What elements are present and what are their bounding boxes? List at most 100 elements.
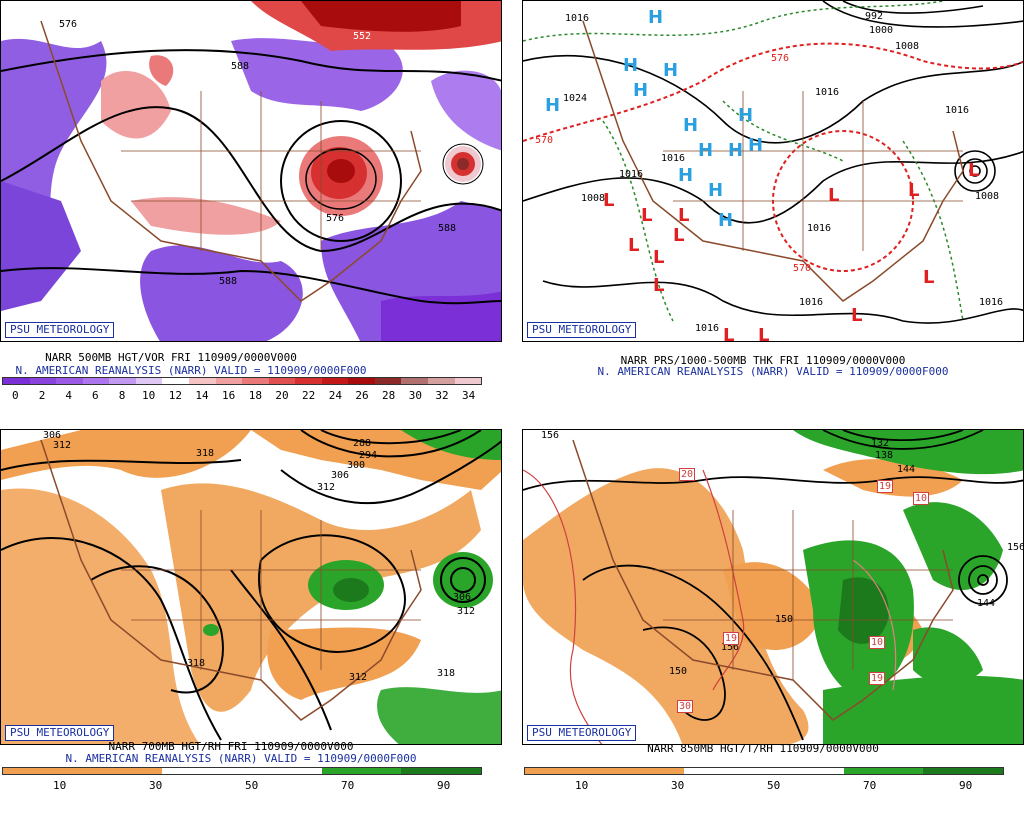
scale-swatch <box>321 768 402 774</box>
scale-label: 24 <box>328 389 342 402</box>
scale-swatch <box>401 378 428 384</box>
scale-swatch <box>242 768 322 774</box>
scale-swatch <box>401 768 482 774</box>
scale-swatch <box>295 378 322 384</box>
contour-label: 588 <box>231 61 250 72</box>
humidity-color-scale <box>524 767 1004 775</box>
contour-label: 19 <box>877 480 894 493</box>
contour-label: 138 <box>875 450 894 461</box>
scale-label: 90 <box>958 779 973 792</box>
panel-caption-title: NARR 850MB HGT/T/RH 110909/0000V000 <box>647 742 879 755</box>
contour-label: 306 <box>453 592 472 603</box>
panel-850mb-temperature-humidity: 156 132 138 144 150 156 144 156 150 20 1… <box>522 429 1024 819</box>
scale-label: 12 <box>168 389 182 402</box>
isobar-label: 1016 <box>799 297 824 308</box>
scale-swatch <box>764 768 844 774</box>
svg-text:L: L <box>641 205 652 226</box>
svg-text:L: L <box>851 305 862 326</box>
scale-label: 30 <box>408 389 422 402</box>
isobar-label: 1008 <box>975 191 1000 202</box>
svg-text:H: H <box>748 135 763 156</box>
contour-label: 306 <box>331 470 350 481</box>
vorticity-scale-labels: 0 2 4 6 8 10 12 14 16 18 20 22 24 26 28 30 32 34 <box>2 389 482 402</box>
svg-text:L: L <box>653 247 664 268</box>
panel-caption-title: NARR 500MB HGT/VOR FRI 110909/0000V000 <box>45 351 297 364</box>
scale-swatch <box>135 378 163 384</box>
panel-caption-valid: N. AMERICAN REANALYSIS (NARR) VALID = 11… <box>15 364 367 377</box>
contour-label: 150 <box>669 666 688 677</box>
scale-swatch <box>242 378 269 384</box>
contour-label: 576 <box>59 19 78 30</box>
contour-label: 306 <box>43 430 62 441</box>
panel-caption-title: NARR PRS/1000-500MB THK FRI 110909/0000V… <box>620 354 906 367</box>
scale-swatch <box>56 378 83 384</box>
scale-swatch <box>162 378 189 384</box>
contour-label: 294 <box>359 450 378 461</box>
scale-label: 22 <box>302 389 316 402</box>
contour-label: 10 <box>869 636 886 649</box>
psu-meteorology-badge: PSU METEOROLOGY <box>5 725 115 741</box>
scale-swatch <box>3 378 30 384</box>
isobar-label: 1008 <box>581 193 606 204</box>
panel-caption-valid: N. AMERICAN REANALYSIS (NARR) VALID = 11… <box>65 752 417 765</box>
scale-label: 2 <box>38 389 46 402</box>
scale-swatch <box>215 378 243 384</box>
humidity-scale-labels: 10 30 50 70 90 <box>2 779 482 792</box>
map-500mb-vorticity: 576 552 588 576 588 588 PSU METEOROLOGY <box>0 0 502 342</box>
scale-label: 10 <box>52 779 67 792</box>
humidity-color-scale <box>2 767 482 775</box>
svg-text:L: L <box>968 160 979 181</box>
contour-label: 300 <box>347 460 366 471</box>
scale-swatch <box>82 378 110 384</box>
scale-swatch <box>29 378 57 384</box>
map-700mb-humidity: 306 312 318 288 294 300 306 312 318 312 … <box>0 429 502 745</box>
isobar-label: 1016 <box>619 169 644 180</box>
isobar-label: 1016 <box>565 13 590 24</box>
scale-swatch <box>162 768 243 774</box>
isobar-label: 992 <box>865 11 884 22</box>
svg-text:H: H <box>738 105 753 126</box>
scale-swatch <box>188 378 216 384</box>
contour-label: 318 <box>187 658 206 669</box>
svg-text:L: L <box>828 185 839 206</box>
svg-text:L: L <box>628 235 639 256</box>
thickness-label: 576 <box>771 53 790 64</box>
scale-label: 70 <box>340 779 355 792</box>
scale-label: 8 <box>118 389 126 402</box>
isobar-label: 1024 <box>563 93 588 104</box>
scale-swatch <box>923 768 1004 774</box>
svg-text:L: L <box>673 225 684 246</box>
contour-label: 30 <box>677 700 694 713</box>
panel-caption-title: NARR 700MB HGT/RH FRI 110909/0000V000 <box>108 740 354 753</box>
thickness-label: 570 <box>793 263 812 274</box>
isobar-label: 1016 <box>695 323 720 334</box>
svg-text:H: H <box>708 180 723 201</box>
scale-label: 26 <box>355 389 369 402</box>
pressure-field: HH H HHH HHH HHH H LL L LLL LL L L LL LL <box>523 1 1023 341</box>
scale-swatch <box>268 378 296 384</box>
humidity-scale-labels: 10 30 50 70 90 <box>524 779 1004 792</box>
svg-text:H: H <box>718 210 733 231</box>
panel-caption-valid: N. AMERICAN REANALYSIS (NARR) VALID = 11… <box>597 365 949 378</box>
isobar-label: 1016 <box>979 297 1004 308</box>
contour-label: 588 <box>219 276 238 287</box>
svg-text:L: L <box>603 190 614 211</box>
contour-label: 312 <box>317 482 336 493</box>
scale-swatch <box>684 768 765 774</box>
contour-label: 576 <box>326 213 345 224</box>
scale-swatch <box>3 768 83 774</box>
contour-label: 144 <box>977 598 996 609</box>
isobar-label: 1008 <box>895 41 920 52</box>
scale-label: 90 <box>436 779 451 792</box>
psu-meteorology-badge: PSU METEOROLOGY <box>5 322 115 338</box>
temperature-humidity-field <box>523 430 1023 744</box>
contour-label: 156 <box>721 642 740 653</box>
scale-label: 50 <box>766 779 781 792</box>
thickness-label: 570 <box>535 135 554 146</box>
scale-label: 10 <box>574 779 589 792</box>
scale-swatch <box>428 378 455 384</box>
psu-meteorology-badge: PSU METEOROLOGY <box>527 322 637 338</box>
contour-label: 132 <box>871 438 890 449</box>
contour-label: 19 <box>723 632 740 645</box>
